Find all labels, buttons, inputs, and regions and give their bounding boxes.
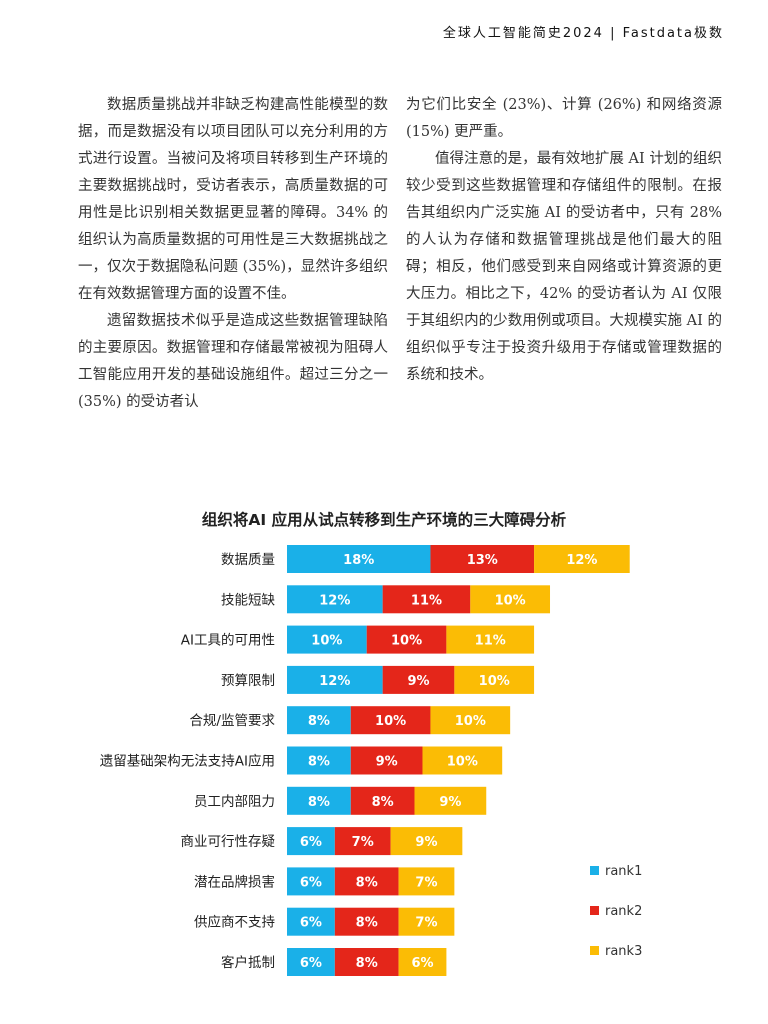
data-label: 7% bbox=[415, 875, 437, 890]
data-label: 9% bbox=[407, 674, 429, 689]
bar-segment-rank1 bbox=[287, 786, 351, 815]
data-label: 7% bbox=[415, 916, 437, 931]
bar-segment-rank1 bbox=[287, 867, 335, 896]
data-label: 6% bbox=[300, 875, 322, 890]
bar-segment-rank3 bbox=[414, 786, 487, 815]
bar-segment-rank1 bbox=[287, 907, 335, 936]
legend-label: rank2 bbox=[605, 904, 642, 919]
bar-segment-rank2 bbox=[366, 625, 447, 654]
data-label: 6% bbox=[300, 956, 322, 971]
legend-swatch-rank1 bbox=[590, 866, 599, 875]
bar-segment-rank1 bbox=[287, 625, 367, 654]
bar-segment-rank2 bbox=[382, 665, 455, 694]
bar-segment-rank2 bbox=[430, 545, 535, 573]
data-label: 6% bbox=[411, 956, 433, 971]
category-label: 商业可行性存疑 bbox=[181, 834, 276, 850]
category-label: 员工内部阻力 bbox=[194, 794, 275, 810]
bar-segment-rank3 bbox=[398, 907, 455, 936]
data-label: 8% bbox=[356, 956, 378, 971]
stacked-bar-chart: 数据质量 18% 13% 12% 技能短缺 12% 11% 10% AI工具的可用性 10% 10%… bbox=[100, 545, 642, 976]
bar-segment-rank1 bbox=[287, 545, 431, 573]
data-label: 8% bbox=[356, 916, 378, 931]
category-label: 供应商不支持 bbox=[194, 914, 275, 931]
bar-segment-rank2 bbox=[382, 585, 471, 614]
bar-segment-rank1 bbox=[287, 665, 383, 694]
data-label: 13% bbox=[467, 553, 498, 568]
data-label: 9% bbox=[376, 755, 398, 770]
data-label: 12% bbox=[319, 593, 350, 608]
chart-title: 组织将AI 应用从试点转移到生产环境的三大障碍分析 bbox=[201, 511, 567, 529]
legend-label: rank3 bbox=[605, 944, 642, 959]
category-label: 遗留基础架构无法支持AI应用 bbox=[100, 753, 275, 770]
data-label: 10% bbox=[495, 593, 526, 608]
bar-segment-rank2 bbox=[350, 746, 423, 775]
data-label: 7% bbox=[352, 835, 374, 850]
bar-segment-rank3 bbox=[534, 545, 630, 573]
bar-segment-rank1 bbox=[287, 948, 335, 976]
bar-segment-rank2 bbox=[334, 907, 399, 936]
data-label: 11% bbox=[411, 593, 442, 608]
data-label: 12% bbox=[319, 674, 350, 689]
category-label: 合规/监管要求 bbox=[189, 713, 275, 729]
bar-segment-rank3 bbox=[390, 827, 463, 856]
bar-segment-rank3 bbox=[430, 706, 511, 735]
bar-segment-rank3 bbox=[422, 746, 503, 775]
legend-swatch-rank3 bbox=[590, 946, 599, 955]
left-paragraph-2: 遗留数据技术似乎是造成这些数据管理缺陷的主要原因。数据管理和存储最常被视为阻碍人… bbox=[78, 313, 388, 410]
bar-segment-rank3 bbox=[398, 867, 455, 896]
right-paragraph-1: 为它们比安全 (23%)、计算 (26%) 和网络资源 (15%) 更严重。 bbox=[406, 97, 722, 140]
data-label: 8% bbox=[372, 795, 394, 810]
data-label: 10% bbox=[391, 634, 422, 649]
left-text-column: 数据质量挑战并非缺乏构建高性能模型的数据，而是数据没有以项目团队可以充分利用的方… bbox=[78, 92, 388, 416]
data-label: 10% bbox=[311, 634, 342, 649]
right-text-column: 为它们比安全 (23%)、计算 (26%) 和网络资源 (15%) 更严重。 值… bbox=[406, 92, 722, 389]
category-label: 客户抵制 bbox=[221, 954, 275, 971]
data-label: 6% bbox=[300, 835, 322, 850]
right-paragraph-2: 值得注意的是，最有效地扩展 AI 计划的组织较少受到这些数据管理和存储组件的限制… bbox=[406, 151, 722, 383]
bar-segment-rank3 bbox=[470, 585, 551, 614]
bar-segment-rank3 bbox=[398, 948, 447, 976]
category-label: 技能短缺 bbox=[221, 592, 275, 608]
bar-segment-rank2 bbox=[350, 786, 415, 815]
left-paragraph-1: 数据质量挑战并非缺乏构建高性能模型的数据，而是数据没有以项目团队可以充分利用的方… bbox=[78, 97, 388, 302]
bar-segment-rank2 bbox=[334, 867, 399, 896]
bar-segment-rank2 bbox=[350, 706, 431, 735]
data-label: 8% bbox=[356, 875, 378, 890]
data-label: 10% bbox=[479, 674, 510, 689]
legend-label: rank1 bbox=[605, 864, 642, 879]
data-label: 18% bbox=[343, 553, 374, 568]
bar-segment-rank1 bbox=[287, 746, 351, 775]
bar-segment-rank1 bbox=[287, 585, 383, 614]
data-label: 12% bbox=[566, 553, 597, 568]
data-label: 6% bbox=[300, 916, 322, 931]
bar-segment-rank2 bbox=[334, 827, 391, 856]
data-label: 8% bbox=[308, 795, 330, 810]
legend-swatch-rank2 bbox=[590, 906, 599, 915]
bar-segment-rank1 bbox=[287, 706, 351, 735]
data-label: 9% bbox=[415, 835, 437, 850]
category-label: 预算限制 bbox=[221, 673, 275, 689]
bar-segment-rank1 bbox=[287, 827, 335, 856]
data-label: 8% bbox=[308, 714, 330, 729]
bar-segment-rank3 bbox=[446, 625, 535, 654]
data-label: 11% bbox=[475, 634, 506, 649]
data-label: 10% bbox=[455, 714, 486, 729]
bar-segment-rank3 bbox=[454, 665, 535, 694]
data-label: 8% bbox=[308, 755, 330, 770]
data-label: 10% bbox=[375, 714, 406, 729]
category-label: 潜在品牌损害 bbox=[194, 873, 275, 890]
bar-segment-rank2 bbox=[334, 948, 399, 976]
page-header: 全球人工智能简史2024 | Fastdata极数 bbox=[442, 26, 724, 41]
category-label: 数据质量 bbox=[221, 552, 275, 568]
data-label: 9% bbox=[439, 795, 461, 810]
data-label: 10% bbox=[447, 755, 478, 770]
category-label: AI工具的可用性 bbox=[181, 633, 275, 649]
